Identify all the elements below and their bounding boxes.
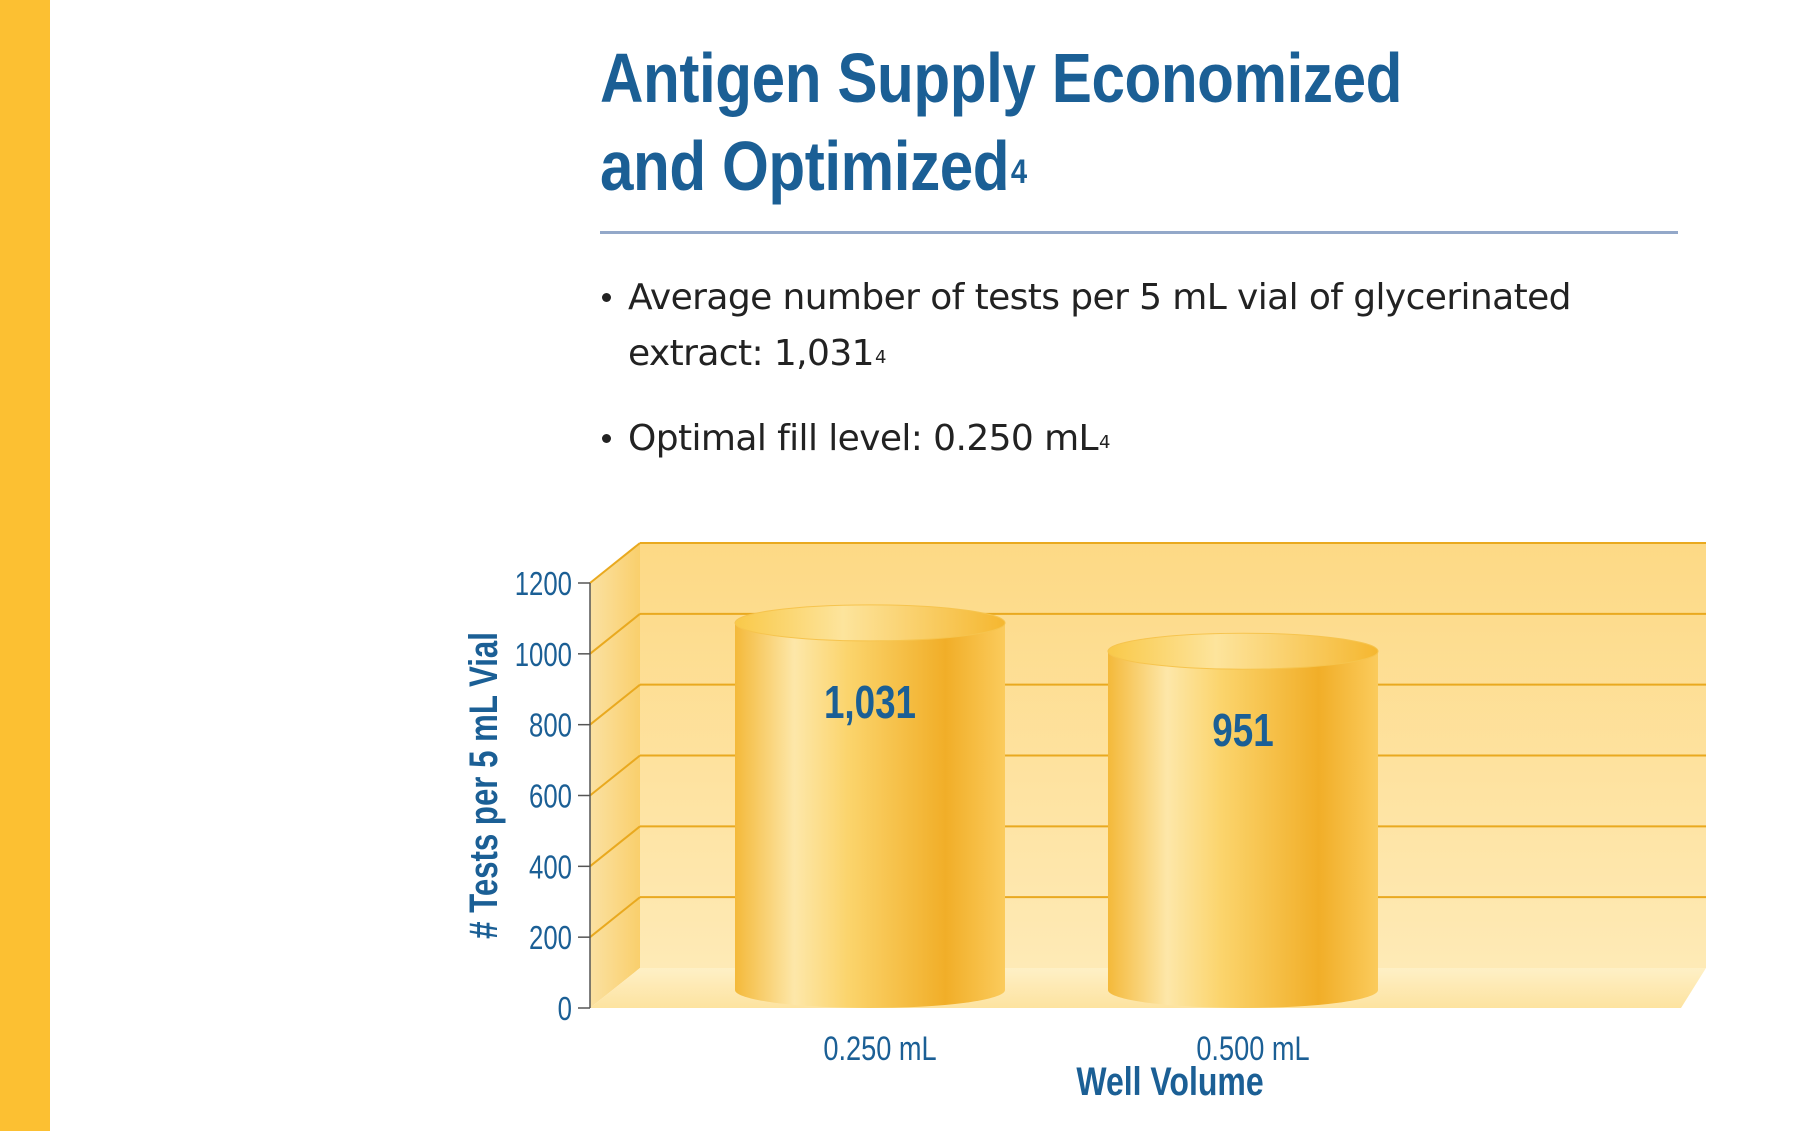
bullet-line-continued: extract: 1,0314 (628, 326, 1700, 382)
bullet-line: Optimal fill level: 0.250 mL4 (628, 411, 1700, 467)
side-accent-bar (0, 0, 50, 1131)
title-line-2: and Optimized4 (600, 122, 1546, 210)
title-divider (600, 231, 1678, 234)
bullet-dot-icon (602, 293, 611, 302)
gridline-side (589, 896, 641, 938)
bullet-line-text: Optimal fill level: 0.250 mL (628, 418, 1099, 459)
x-category-label: 0.500 mL (1196, 1029, 1309, 1068)
y-tick-label: 1200 (515, 566, 572, 603)
y-tick-label: 800 (529, 708, 572, 745)
x-category-label: 0.250 mL (823, 1029, 936, 1068)
gridline-side (589, 825, 641, 868)
bar-cylinder (735, 622, 1005, 1008)
bar-chart: 0 200 400 600 800 1000 1200# Tests per 5 mL Vi… (461, 542, 1706, 1100)
bar-cylinder (1108, 651, 1378, 1008)
bar-cylinder-top (1107, 632, 1379, 670)
bullet-footnote-ref: 4 (874, 347, 886, 368)
bullet-footnote-ref: 4 (1099, 432, 1110, 453)
title-line-2-text: and Optimized (600, 127, 1010, 205)
bullet-dot-icon (602, 434, 611, 443)
title-footnote-ref: 4 (1010, 153, 1027, 191)
y-tick-label: 0 (558, 991, 572, 1028)
bullet-item: Average number of tests per 5 mL vial of… (600, 270, 1700, 382)
y-tick-label: 200 (529, 920, 572, 957)
bar-cylinder-top (734, 604, 1006, 642)
bullet-line: Average number of tests per 5 mL vial of… (628, 277, 1572, 318)
gridline-side (589, 683, 641, 726)
bar-data-label: 1,031 (824, 676, 916, 728)
bullet-line-text: extract: 1,031 (628, 333, 875, 374)
y-tick-label: 400 (529, 849, 572, 886)
y-tick-label: 600 (529, 779, 572, 816)
bullet-list: Average number of tests per 5 mL vial of… (600, 270, 1700, 467)
y-tick-label: 1000 (515, 637, 572, 674)
chart-plot-area: 0 200 400 600 800 1000 1200# Tests per 5 mL Vi… (461, 542, 1706, 1100)
title-line-1: Antigen Supply Economized (600, 39, 1402, 117)
bullet-item: Optimal fill level: 0.250 mL4 (600, 411, 1700, 467)
x-axis-title: Well Volume (1076, 1059, 1263, 1100)
y-axis-title: # Tests per 5 mL Vial (461, 632, 506, 939)
gridline-side (589, 754, 641, 797)
bar-data-label: 951 (1212, 704, 1273, 756)
page-title: Antigen Supply Economized and Optimized4 (600, 34, 1546, 210)
gridline-side (589, 613, 641, 655)
gridline-side (589, 542, 641, 584)
